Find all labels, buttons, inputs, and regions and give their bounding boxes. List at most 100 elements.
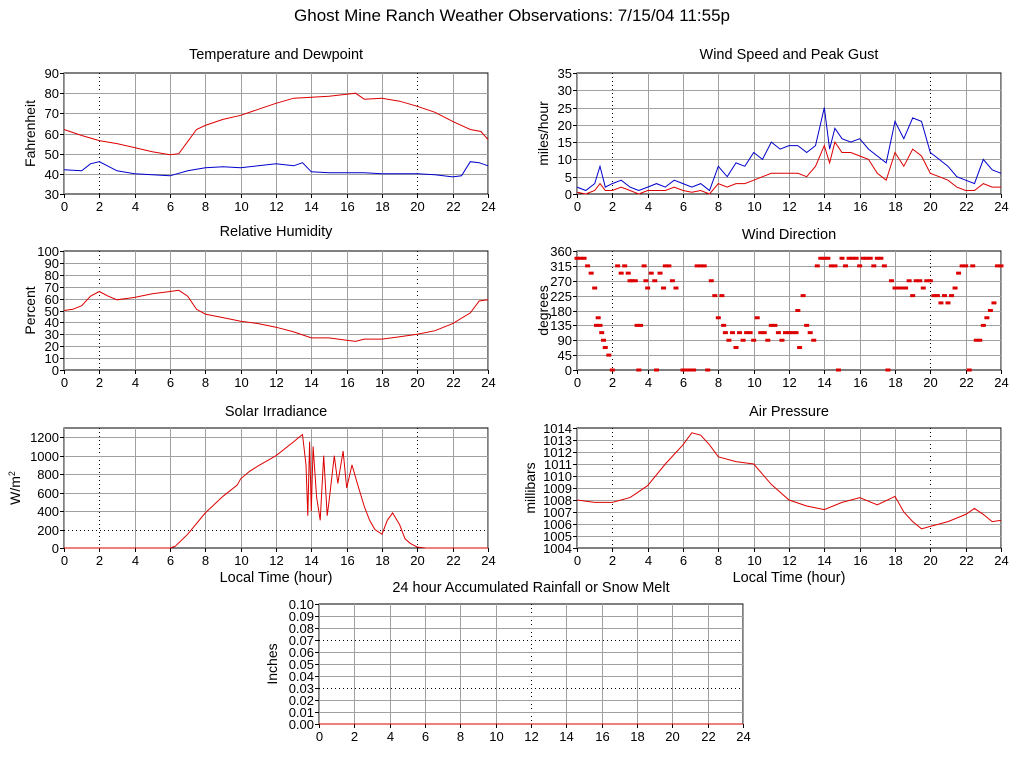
wind_speed-ytick-label: 25 — [558, 101, 572, 116]
wind_direction-direction-point — [835, 368, 841, 372]
wind_direction-direction-point — [599, 331, 605, 335]
pressure-xtick-label: 14 — [817, 553, 831, 568]
temperature-ylabel-text: Fahrenheit — [22, 100, 38, 167]
wind_direction-direction-point — [885, 368, 891, 372]
pressure-xlabel: Local Time (hour) — [733, 570, 846, 586]
rainfall-ytick-label: 0.04 — [289, 669, 314, 684]
rainfall-xtick-label: 14 — [559, 729, 573, 744]
temperature-xtick-label: 6 — [167, 199, 174, 214]
wind_direction-xtick-label: 8 — [715, 375, 722, 390]
wind_direction-direction-point — [913, 279, 919, 283]
pressure-ytick-label: 1011 — [544, 457, 572, 472]
wind_direction-direction-point — [758, 331, 764, 335]
wind_direction-direction-point — [661, 286, 667, 290]
pressure-ylabel-text: millibars — [522, 462, 538, 513]
pressure-ytick-label: 1010 — [543, 469, 572, 484]
pressure-xtick-label: 4 — [645, 553, 652, 568]
wind_direction-direction-point — [754, 316, 760, 320]
temperature-chart: 0 2 4 6 8 10 12 14 16 18 20 22 2430405060708090Tempe… — [22, 47, 496, 214]
wind_direction-direction-point — [602, 346, 608, 350]
wind_direction-direction-point — [622, 264, 628, 268]
solar-ylabel-superscript: 2 — [7, 471, 17, 476]
wind_direction-xtick-label: 0 — [574, 375, 581, 390]
wind_direction-direction-point — [828, 264, 834, 268]
humidity-xtick-label: 12 — [269, 375, 283, 390]
wind_speed-xtick-label: 20 — [923, 199, 937, 214]
solar-ytick-label: 200 — [37, 523, 59, 538]
wind_direction-direction-point — [945, 301, 951, 305]
wind_direction-direction-point — [615, 264, 621, 268]
humidity-ytick-label: 30 — [45, 327, 59, 342]
wind_direction-direction-point — [726, 338, 732, 342]
temperature-xtick-label: 12 — [269, 199, 283, 214]
rainfall-xtick-label: 20 — [665, 729, 679, 744]
wind_direction-direction-point — [772, 323, 778, 327]
rainfall-xtick-label: 4 — [387, 729, 394, 744]
solar-xtick-label: 12 — [269, 553, 283, 568]
solar-chart: 0 2 4 6 8 10 12 14 16 18 20 22 240200400600800100012… — [7, 404, 496, 586]
wind_direction-direction-point — [782, 331, 788, 335]
temperature-xtick-label: 8 — [202, 199, 209, 214]
temperature-xtick-label: 4 — [132, 199, 139, 214]
wind_direction-direction-point — [712, 294, 718, 298]
wind_direction-direction-point — [595, 316, 601, 320]
rainfall-ytick-label: 0.06 — [289, 645, 314, 660]
pressure-chart: 0 2 4 6 8 10 12 14 16 18 20 22 241004100510061007100… — [522, 404, 1009, 586]
wind_direction-direction-point — [867, 256, 873, 260]
rainfall-xtick-label: 6 — [422, 729, 429, 744]
wind_direction-direction-point — [705, 368, 711, 372]
wind_direction-direction-point — [857, 264, 863, 268]
humidity-ytick-label: 90 — [45, 256, 59, 271]
pressure-xtick-label: 20 — [923, 553, 937, 568]
solar-xtick-label: 20 — [410, 553, 424, 568]
temperature-ytick-label: 80 — [45, 86, 59, 101]
temperature-title: Temperature and Dewpoint — [189, 47, 363, 63]
wind_direction-direction-point — [609, 368, 615, 372]
rainfall-xtick-label: 10 — [489, 729, 503, 744]
rainfall-xtick-label: 12 — [524, 729, 538, 744]
temperature-series-1-line — [63, 161, 489, 178]
wind_direction-direction-point — [994, 264, 1000, 268]
solar-series-0-line — [64, 433, 488, 549]
wind_speed-xtick-label: 2 — [609, 199, 616, 214]
wind_direction-direction-point — [657, 271, 663, 275]
solar-xtick-label: 24 — [481, 553, 495, 568]
wind_speed-xtick-label: 8 — [715, 199, 722, 214]
wind_direction-direction-point — [673, 286, 679, 290]
wind_direction-direction-point — [917, 279, 923, 283]
wind_direction-direction-point — [737, 331, 743, 335]
rainfall-ytick-label: 0.03 — [289, 681, 314, 696]
wind_speed-ytick-label: 30 — [558, 83, 572, 98]
wind_direction-direction-point — [779, 338, 785, 342]
wind_direction-xtick-label: 10 — [747, 375, 761, 390]
wind_speed-series-0-line — [576, 107, 1002, 192]
wind_direction-direction-point — [987, 309, 993, 312]
wind_direction-direction-point — [638, 323, 644, 327]
wind_direction-direction-point — [629, 279, 635, 283]
wind_speed-xtick-label: 22 — [959, 199, 973, 214]
rainfall-ytick-label: 0.07 — [289, 633, 314, 648]
rainfall-ylabel: Inches — [264, 643, 280, 684]
humidity-xtick-label: 8 — [202, 375, 209, 390]
rainfall-title: 24 hour Accumulated Rainfall or Snow Mel… — [392, 580, 669, 596]
wind_direction-direction-point — [980, 323, 986, 327]
wind_direction-direction-point — [821, 256, 827, 260]
wind_direction-direction-point — [588, 271, 594, 275]
humidity-ytick-label: 60 — [45, 292, 59, 307]
humidity-xtick-label: 2 — [96, 375, 103, 390]
wind_speed-ylabel-text: miles/hour — [535, 101, 551, 166]
humidity-ytick-label: 10 — [45, 351, 59, 366]
wind_direction-direction-point — [634, 323, 640, 327]
wind_direction-direction-point — [811, 338, 817, 342]
wind_speed-series-1-line — [576, 140, 1001, 195]
rainfall-xtick-label: 0 — [316, 729, 323, 744]
humidity-xtick-label: 18 — [375, 375, 389, 390]
solar-ylabel: W/m2 — [7, 471, 23, 505]
pressure-ytick-label: 1007 — [543, 505, 572, 520]
rainfall-ylabel-text: Inches — [264, 643, 280, 684]
solar-ylabel-text: W/m — [7, 476, 23, 505]
wind_direction-direction-point — [701, 264, 707, 268]
wind_direction-direction-point — [654, 368, 659, 372]
temperature-xtick-label: 10 — [234, 199, 248, 214]
